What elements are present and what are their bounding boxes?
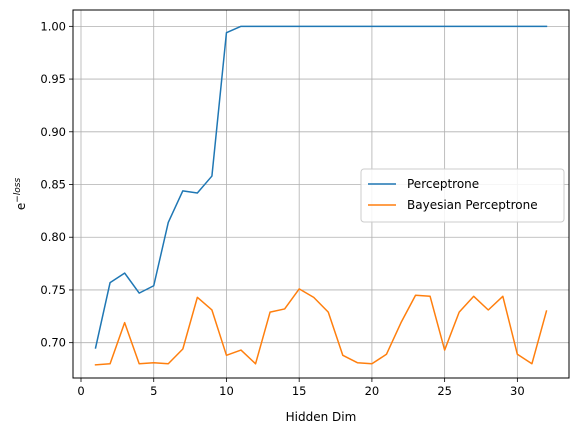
legend-box: [360, 168, 565, 223]
x-tick-label: 0: [77, 384, 84, 398]
y-tick-label: 0.85: [40, 178, 66, 192]
y-tick-label: 0.90: [40, 125, 66, 139]
x-axis-ticks: 0 5 10 15 20 25 30: [77, 378, 525, 398]
x-tick-label: 10: [219, 384, 234, 398]
legend-label-2: Bayesian Perceptrone: [407, 198, 538, 212]
y-tick-label: 0.80: [40, 230, 66, 244]
x-tick-label: 30: [510, 384, 525, 398]
x-axis-label: Hidden Dim: [286, 410, 357, 424]
y-axis-label-base: e: [14, 203, 28, 210]
series-line-1: [94, 25, 548, 349]
legend-label-1: Perceptrone: [407, 177, 479, 191]
x-tick-label: 20: [365, 384, 380, 398]
x-tick-label: 5: [150, 384, 157, 398]
y-tick-label: 0.95: [40, 72, 66, 86]
x-tick-label: 15: [292, 384, 307, 398]
y-tick-label: 0.75: [40, 283, 66, 297]
series-line-2: [94, 288, 548, 366]
x-tick-label: 25: [437, 384, 452, 398]
y-axis-label: e−loss: [13, 178, 28, 211]
y-tick-label: 0.70: [40, 336, 66, 350]
y-axis-ticks: 0.70 0.75 0.80 0.85 0.90 0.95 1.00: [40, 19, 73, 350]
y-tick-label: 1.00: [40, 19, 66, 33]
series-lines: [94, 25, 548, 366]
legend: Perceptrone Bayesian Perceptrone: [360, 168, 565, 223]
plot-frame: [72, 9, 570, 379]
y-axis-label-sup: −loss: [13, 178, 23, 203]
